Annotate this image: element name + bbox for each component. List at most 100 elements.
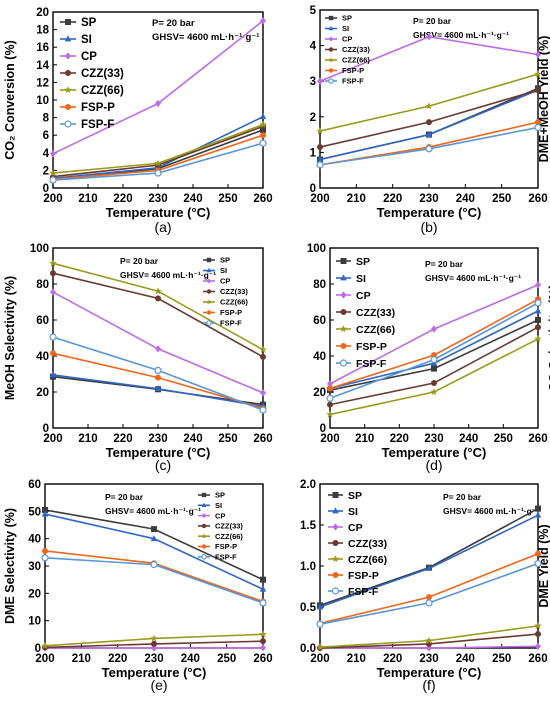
panel-c-legend-marker-sp: [206, 257, 212, 263]
panel-c-point-czz-33: [155, 295, 161, 302]
panel-a-ytick-label: 2: [43, 165, 49, 177]
panel-d-y-axis-label: CO Selectivity (%): [547, 285, 550, 392]
panel-e-point-cp: [260, 644, 266, 652]
panel-e-ytick-label: 40: [28, 534, 41, 546]
panel-f-series-si: [316, 511, 542, 610]
panel-c-xtick-label: 240: [183, 433, 202, 445]
panel-e-point-si: [259, 585, 267, 592]
panel-e-ytick-label: 10: [28, 616, 41, 628]
panel-b-xtick-label: 250: [492, 193, 511, 205]
panel-d-point-cp: [431, 325, 437, 333]
panel-c-legend-marker-fsp-f: [206, 320, 212, 326]
panel-a-annotation: P= 20 bar: [152, 18, 195, 29]
panel-b-caption: (b): [420, 219, 437, 235]
panel-b-point-cp: [426, 33, 432, 41]
panel-d-series-czz-33: [327, 324, 541, 408]
panel-d-ytick-label: 20: [313, 387, 326, 399]
panel-f-point-czz-33: [535, 631, 541, 638]
panel-e-ytick-label: 50: [28, 506, 41, 518]
panel-b-series-fsp-f: [316, 123, 542, 169]
panel-a-ytick-label: 14: [36, 60, 49, 72]
panel-d-legend-label-sp: SP: [356, 256, 370, 268]
panel-a-ytick-label: 0: [43, 183, 49, 195]
panel-f-annotation: P= 20 bar: [443, 492, 482, 502]
panel-a-legend-marker-fsp-f: [64, 120, 72, 128]
panel-b-point-czz-66: [425, 102, 433, 110]
panel-f-y-axis-label: DME Yield (%): [537, 524, 550, 607]
panel-e-legend-label-fsp-f: FSP-F: [215, 553, 237, 562]
panel-a: 200 210 220 230 240 250 260 0 2 4 6 8 10 12 14 16 18 20 Te…: [3, 7, 273, 235]
panel-e-legend-label-czz-33: CZZ(33): [215, 522, 243, 531]
panel-c-point-si: [154, 385, 162, 392]
panel-f: 200 210 220 230 240 250 260 0.0 0.5 1.0 1.5 2.0 Temp…: [300, 479, 550, 693]
panel-d-ytick-label: 100: [307, 243, 326, 255]
panel-f-legend-marker-cp: [332, 523, 339, 531]
panel-b-xtick-label: 220: [383, 193, 402, 205]
panel-a-ytick-label: 6: [43, 130, 49, 142]
panel-c-xtick-label: 230: [148, 433, 167, 445]
panel-e-legend-label-sp: SP: [215, 491, 225, 500]
panel-f-point-czz-66: [425, 636, 433, 644]
panel-f-point-fsp-f: [534, 559, 542, 568]
panel-a-xtick-label: 220: [113, 193, 132, 205]
panel-c-y-axis-label: MeOH Selectivity (%): [3, 276, 17, 400]
panel-d-legend-label-cp: CP: [356, 290, 371, 302]
panel-f-point-czz-66: [534, 621, 542, 630]
panel-e-annotation: P= 20 bar: [105, 492, 144, 502]
panel-c-point-fsp-p: [50, 350, 56, 357]
panel-d-point-czz-66: [534, 335, 542, 343]
panel-d-series-fsp-f: [326, 299, 542, 402]
panel-a-xtick-label: 230: [148, 193, 167, 205]
panel-a-legend-marker-sp: [65, 19, 71, 25]
panel-c-point-cp: [260, 389, 266, 397]
panel-d-point-cp: [327, 380, 333, 388]
panel-f-legend-marker-czz-33: [332, 540, 339, 546]
panel-e-point-sp: [42, 506, 48, 513]
panel-a-legend-label-czz-33: CZZ(33): [81, 68, 124, 80]
panel-e-ytick-label: 60: [28, 479, 41, 491]
panel-b-xtick-label: 200: [310, 193, 329, 205]
panel-f-legend-marker-czz-66: [331, 555, 340, 563]
panel-e-ytick-label: 30: [28, 561, 41, 573]
panel-e-point-si: [41, 510, 49, 517]
panel-c-point-cp: [155, 345, 161, 353]
panel-b-point-czz-33: [426, 119, 432, 126]
panel-d-ytick-label: 0: [320, 423, 326, 435]
panel-c-legend-marker-si: [206, 267, 212, 273]
panel-d-legend-label-czz-66: CZZ(66): [356, 324, 395, 336]
panel-a-point-cp: [155, 99, 161, 108]
panel-e-legend-label-czz-66: CZZ(66): [215, 532, 243, 541]
panel-f-legend-label-cp: CP: [348, 522, 363, 534]
panel-d-annotation: GHSV= 4600 mL·h⁻¹·g⁻¹: [425, 273, 521, 283]
panel-b-series-czz-66: [316, 70, 542, 135]
panel-b-line-fsp-p: [319, 121, 539, 166]
panel-f-caption: (f): [422, 677, 435, 693]
panel-f-legend-marker-si: [332, 507, 339, 514]
panel-b-xtick-label: 240: [456, 193, 475, 205]
panel-b-legend-marker-si: [328, 25, 334, 31]
panel-a-legend-label-czz-66: CZZ(66): [81, 85, 124, 97]
panel-a-xtick-label: 240: [183, 193, 202, 205]
panel-d-xtick-label: 260: [528, 433, 547, 445]
panel-c-legend-label-si: SI: [220, 266, 227, 275]
panel-d-ytick-label: 80: [313, 279, 326, 291]
panel-a-point-sp: [260, 126, 266, 133]
panel-a-ytick-label: 4: [43, 148, 50, 160]
panel-b-legend-marker-czz-33: [328, 47, 334, 52]
panel-d-annotation: P= 20 bar: [425, 259, 464, 269]
panel-a-ytick-label: 16: [36, 42, 49, 54]
panel-a-x-axis-label: Temperature (°C): [106, 205, 211, 220]
panel-a-point-fsp-p: [260, 132, 266, 139]
panel-d-xtick-label: 200: [320, 433, 339, 445]
panel-e-annotation: GHSV= 4600 mL·h⁻¹·g⁻¹: [105, 506, 201, 516]
panel-b-point-czz-33: [535, 87, 541, 94]
panel-e-legend-label-cp: CP: [215, 511, 225, 520]
panel-b-legend-marker-fsp-f: [328, 78, 334, 84]
panel-f-point-si: [316, 603, 324, 610]
panel-b: 200 210 220 230 240 250 260 0 1 2 3 4 5 Temperature (…: [310, 5, 550, 235]
panel-d-legend-label-si: SI: [356, 273, 366, 285]
panel-e-x-axis-label: Temperature (°C): [102, 665, 207, 680]
panel-f-ytick-label: 1.0: [300, 561, 316, 573]
panel-d-xtick-label: 250: [494, 433, 513, 445]
